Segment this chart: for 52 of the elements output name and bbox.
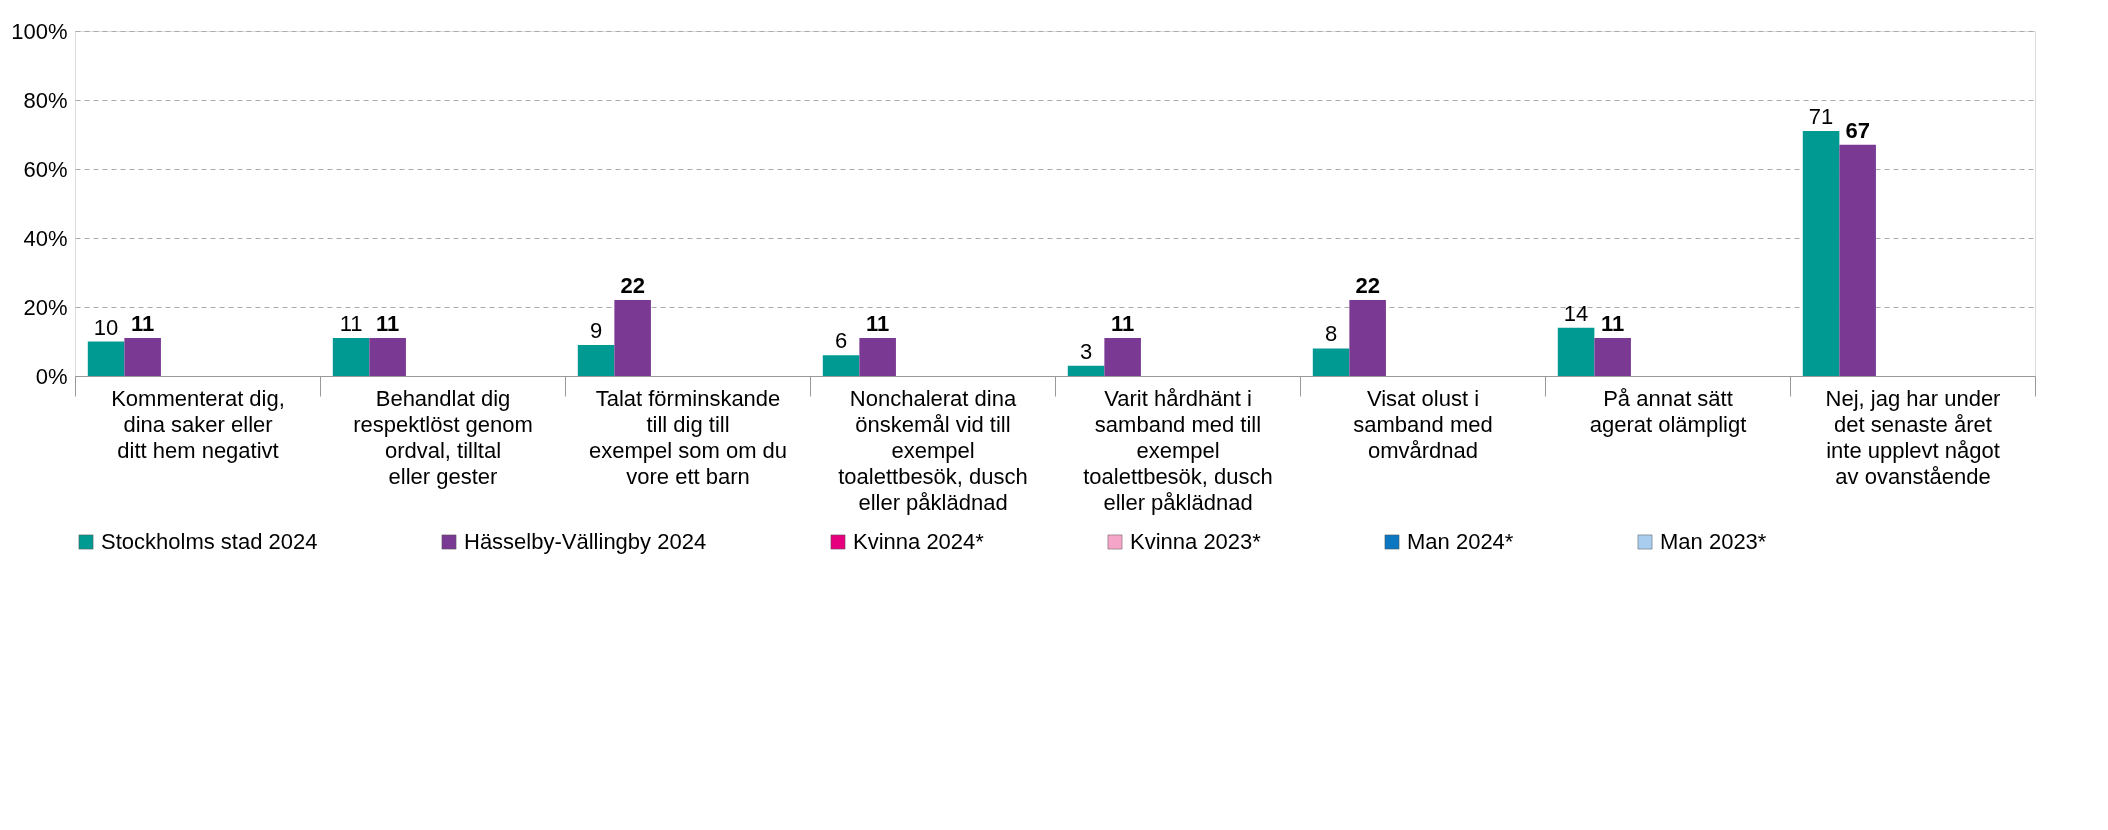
bar <box>369 338 406 376</box>
data-label: 11 <box>131 311 155 337</box>
y-tick-label: 80% <box>23 87 68 113</box>
data-label: 67 <box>1845 117 1870 143</box>
legend-label: Man 2024* <box>1407 529 1514 554</box>
legend-label: Man 2023* <box>1660 529 1767 554</box>
bar <box>1349 300 1386 376</box>
data-label: 8 <box>1324 321 1338 347</box>
bar <box>124 338 161 376</box>
y-tick-label: 60% <box>23 156 68 182</box>
bar <box>1557 327 1595 376</box>
y-tick-label: 40% <box>23 225 68 251</box>
data-label: 11 <box>339 311 363 337</box>
bar <box>1802 131 1840 376</box>
x-tick-label: Varit hårdhänt i samband med till exempel toalettbesök, dusch eller påklädnad <box>1083 385 1273 515</box>
data-label: 11 <box>866 311 890 337</box>
data-label: 10 <box>93 314 119 340</box>
data-label: 9 <box>589 317 603 343</box>
data-label: 11 <box>1601 311 1625 337</box>
bar <box>614 300 651 376</box>
bar <box>1067 365 1105 376</box>
bar <box>577 344 615 376</box>
y-tick-label: 20% <box>23 294 68 320</box>
data-label: 11 <box>376 311 400 337</box>
bar <box>1839 144 1876 376</box>
data-label: 22 <box>1355 273 1380 299</box>
legend-label: Kvinna 2024* <box>853 529 985 554</box>
legend-label: Hässelby-Vällingby 2024 <box>464 529 707 554</box>
x-tick-label: På annat sätt agerat olämpligt <box>1589 385 1747 437</box>
data-label: 22 <box>620 273 645 299</box>
data-label: 14 <box>1563 300 1589 326</box>
x-tick-label: Nonchalerat dina önskemål vid till exempel toalettbesök, dusch eller påklädnad <box>838 385 1028 515</box>
legend-label: Stockholms stad 2024 <box>101 529 318 554</box>
data-label: 6 <box>834 328 848 354</box>
bar <box>822 355 860 376</box>
x-tick-label: Behandlat dig respektlöst genom ordval, tilltal eller gester <box>353 385 533 489</box>
x-tick-label: Kommenterat dig, dina saker eller ditt hem negativt <box>111 385 285 463</box>
x-tick-label: Visat olust i samband med omvårdnad <box>1353 385 1493 463</box>
x-tick-label: Talat förminskande till dig till exempel som om du vore ett barn <box>588 385 788 489</box>
y-tick-label: 0% <box>35 363 68 389</box>
y-tick-label: 100% <box>11 18 68 44</box>
bar <box>87 341 125 376</box>
data-label: 71 <box>1808 104 1834 130</box>
data-label: 3 <box>1079 338 1093 364</box>
bar <box>332 338 370 376</box>
bar <box>859 338 896 376</box>
bar <box>1312 348 1350 376</box>
x-tick-label: Nej, jag har under det senaste året inte upplevt något av ovanstående <box>1825 385 2001 489</box>
legend-label: Kvinna 2023* <box>1130 529 1262 554</box>
data-label: 11 <box>1111 311 1135 337</box>
bar <box>1104 338 1141 376</box>
bar <box>1594 338 1631 376</box>
